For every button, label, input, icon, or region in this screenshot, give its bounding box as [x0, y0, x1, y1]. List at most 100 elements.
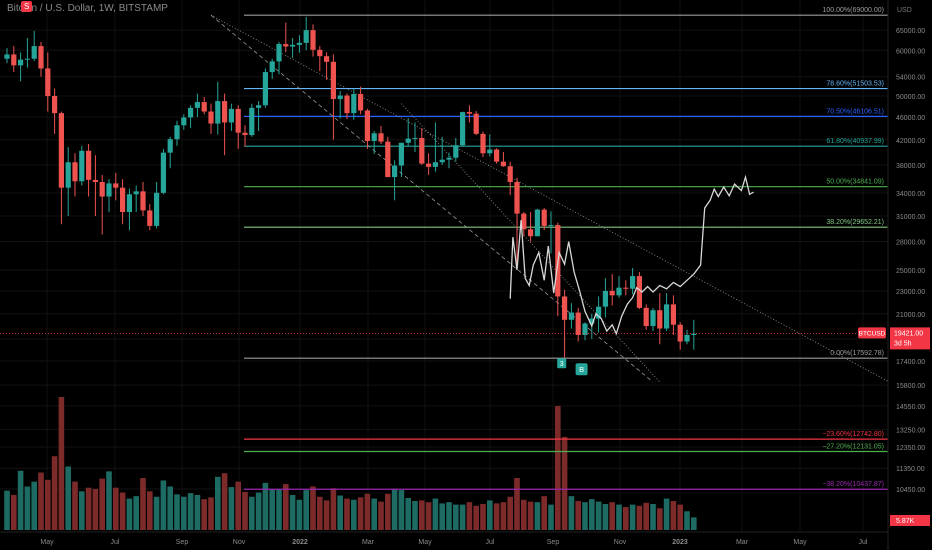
candle-body	[480, 133, 486, 154]
volume-bar	[38, 472, 44, 530]
volume-bar	[249, 496, 255, 530]
volume-bar	[616, 504, 622, 530]
candle-body	[487, 149, 493, 154]
volume-bar	[242, 491, 248, 530]
fib-level-label: −27.20%(12131.05)	[822, 444, 884, 451]
candle-body	[466, 112, 472, 114]
volume-bar	[663, 498, 670, 530]
candle-body	[262, 72, 268, 106]
candle-body	[303, 30, 309, 43]
price-tick-label: 28000.00	[896, 240, 925, 247]
volume-bar	[140, 478, 146, 530]
price-tick-label: 38000.00	[896, 163, 925, 170]
symbol-badge	[858, 327, 886, 339]
volume-bar	[119, 492, 126, 530]
candle-body	[52, 96, 58, 114]
time-tick-label: Nov	[233, 539, 246, 546]
volume-bar	[507, 496, 513, 530]
candle-body	[126, 194, 132, 212]
candle-body	[568, 312, 574, 320]
time-tick-label: Jul	[859, 539, 868, 546]
volume-bar	[303, 490, 309, 530]
candle-body	[670, 304, 676, 325]
volume-bar	[650, 504, 656, 530]
candle-body	[419, 137, 425, 164]
volume-bar	[534, 502, 541, 530]
time-tick-label: Mar	[362, 539, 375, 546]
volume-bar	[364, 493, 371, 530]
candle-body	[684, 334, 690, 342]
candle-body	[677, 324, 683, 342]
candle-body	[405, 138, 411, 143]
candle-body	[562, 296, 568, 320]
candle-body	[582, 323, 588, 335]
candle-body	[534, 209, 540, 237]
volume-bar	[106, 471, 112, 530]
candle-body	[99, 181, 105, 197]
candle-body	[113, 183, 119, 188]
fib-level-label: 50.00%(34841.09)	[826, 179, 884, 186]
volume-bar	[643, 502, 649, 530]
candle-body	[602, 290, 608, 307]
candle-body	[691, 333, 697, 335]
price-tick-label: 21000.00	[896, 312, 925, 319]
wedge-marker-badge	[557, 358, 567, 369]
volume-bar	[113, 487, 119, 530]
candle-body	[514, 181, 520, 214]
volume-bar	[677, 504, 683, 530]
volume-bar	[133, 496, 139, 530]
candle-body	[500, 161, 506, 167]
candle-body	[439, 159, 445, 163]
volume-bar	[425, 502, 432, 530]
candle-body	[330, 61, 336, 100]
projection-line	[509, 174, 754, 336]
price-tick-label: 54000.00	[896, 75, 925, 82]
buy-marker-label: B	[579, 365, 584, 374]
candle-body	[58, 113, 64, 188]
volume-bar	[548, 504, 554, 530]
candle-body	[616, 287, 622, 296]
volume-bar	[11, 494, 17, 530]
candle-body	[283, 44, 289, 47]
volume-bar	[160, 480, 167, 530]
volume-bar	[337, 495, 343, 530]
volume-bar	[167, 486, 173, 530]
volume-bar	[181, 496, 187, 530]
volume-bar	[79, 491, 85, 530]
sell-marker-badge[interactable]: S	[21, 1, 33, 12]
volume-bar	[289, 494, 296, 530]
volume-bar	[276, 488, 282, 530]
volume-bar	[555, 406, 561, 530]
volume-bar	[602, 504, 609, 530]
countdown-label: 3d 5h	[894, 340, 912, 347]
candle-body	[4, 54, 10, 59]
candle-body	[446, 157, 452, 160]
candle-body	[432, 162, 438, 167]
candle-body	[215, 101, 221, 124]
fib-level-label: 38.20%(29652.21)	[826, 219, 884, 226]
price-tick-label: 23000.00	[896, 289, 925, 296]
price-tick-label: 46000.00	[896, 115, 925, 122]
volume-bar	[419, 500, 425, 530]
volume-bar	[201, 499, 207, 530]
volume-bar	[4, 490, 10, 530]
volume-bar	[194, 494, 201, 530]
candle-body	[147, 210, 153, 226]
candle-body	[208, 111, 214, 124]
candle-body	[188, 107, 194, 118]
candle-body	[310, 30, 316, 50]
candle-body	[528, 229, 534, 237]
candle-body	[426, 163, 432, 167]
volume-bar	[412, 500, 418, 530]
price-tick-label: 12350.00	[896, 445, 925, 452]
volume-bar	[351, 499, 357, 530]
price-axis	[888, 0, 932, 550]
candle-body	[290, 44, 296, 47]
volume-bar	[589, 499, 595, 530]
volume-bar	[391, 488, 398, 530]
price-tick-label: 60000.00	[896, 48, 925, 55]
volume-bar	[310, 486, 316, 530]
price-tick-label: 65000.00	[896, 28, 925, 35]
wedge-marker-label: 3	[560, 361, 564, 368]
